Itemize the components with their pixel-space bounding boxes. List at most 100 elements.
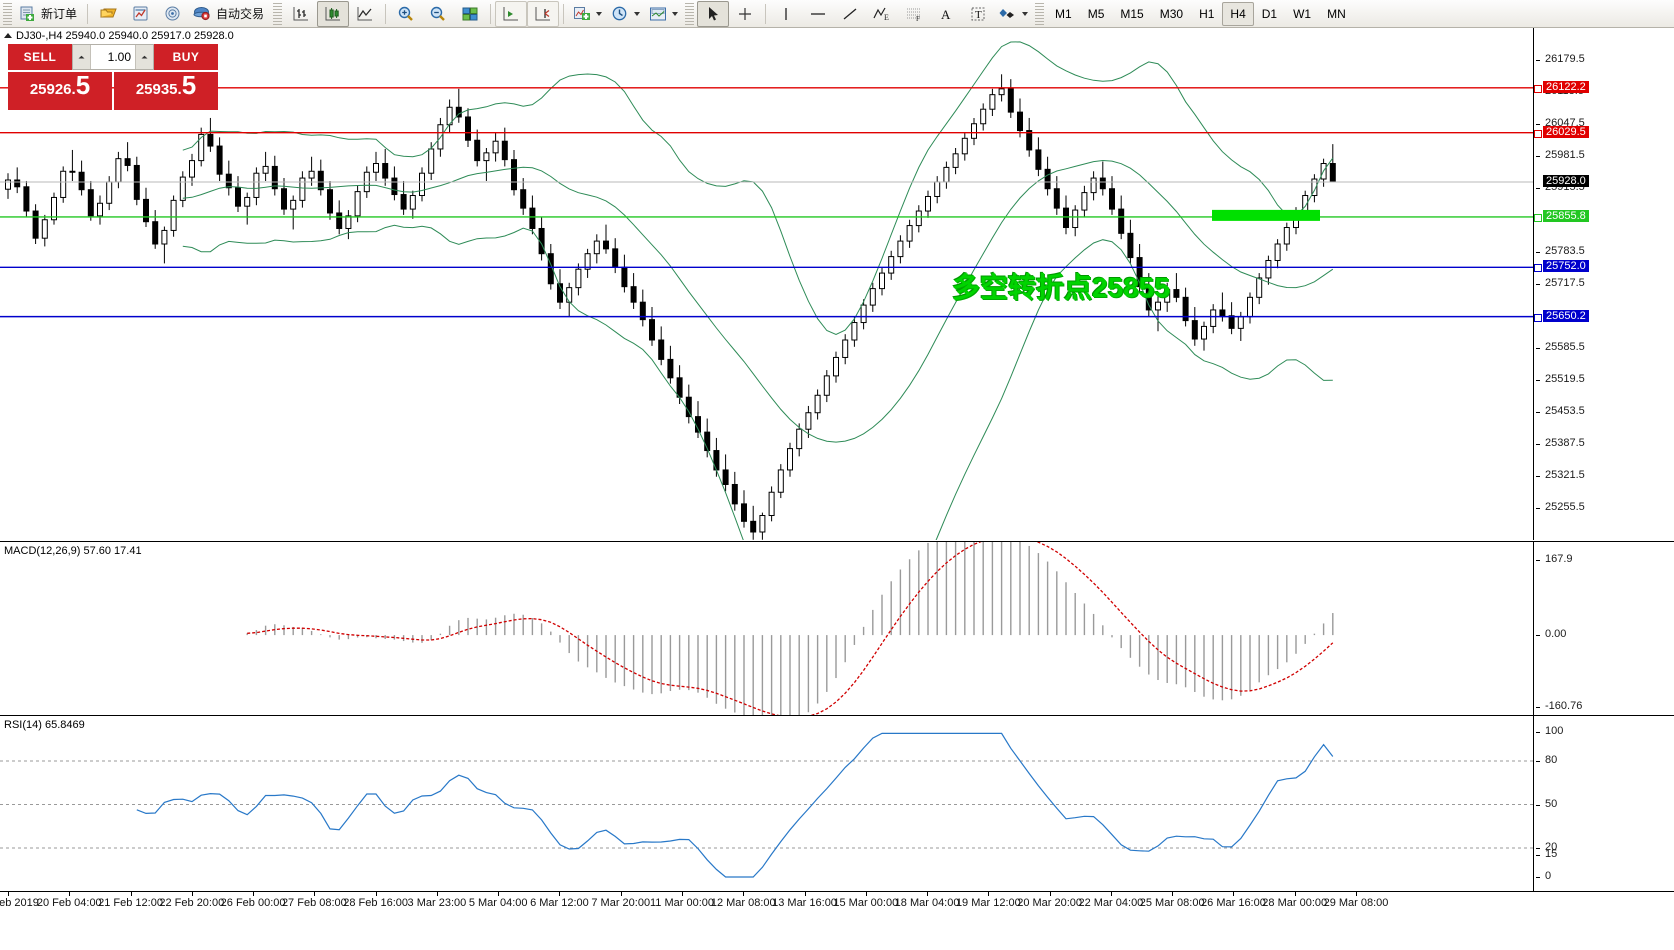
rsi-tick	[1536, 732, 1540, 733]
templates-icon[interactable]	[644, 1, 682, 27]
timeframe-mn[interactable]: MN	[1327, 6, 1346, 21]
chart-symbol-ohlc: DJ30-,H4 25940.0 25940.0 25917.0 25928.0	[16, 30, 234, 42]
price-level-badge-resistance-1[interactable]: 26122.2	[1543, 80, 1589, 93]
vertical-line-icon[interactable]	[770, 1, 802, 27]
crosshair-icon[interactable]	[729, 1, 761, 27]
macd-scale-divider	[1533, 542, 1534, 715]
market-watch-icon[interactable]	[124, 1, 156, 27]
timeframe-h4[interactable]: H4	[1222, 1, 1254, 26]
chart-annotation-text[interactable]: 多空转折点25855	[952, 272, 1170, 303]
shift-end-icon[interactable]	[495, 0, 528, 27]
level-handle[interactable]	[1534, 313, 1542, 322]
timeframe-m1[interactable]: M1	[1055, 6, 1072, 21]
candlestick-chart-icon[interactable]	[317, 0, 350, 27]
rsi-axis-label: 20	[1545, 841, 1558, 853]
main-toolbar: 新订单 自动交易	[0, 0, 1674, 28]
price-level-badge-resistance-2[interactable]: 26029.5	[1543, 125, 1589, 138]
autotrading-icon[interactable]: 自动交易	[188, 1, 270, 27]
chevron-down-icon-3[interactable]	[672, 11, 679, 16]
volume-increase-icon[interactable]	[135, 45, 153, 69]
fibonacci-icon[interactable]: F	[898, 1, 930, 27]
buy-button[interactable]: BUY	[154, 44, 218, 70]
sell-price[interactable]: 25926 . 5	[8, 72, 112, 110]
indicators-icon[interactable]	[568, 1, 606, 27]
buy-price[interactable]: 25935 . 5	[114, 72, 218, 110]
zoom-in-icon[interactable]	[390, 1, 422, 27]
timeframe-d1[interactable]: D1	[1261, 6, 1278, 21]
tile-windows-icon[interactable]	[454, 1, 486, 27]
timeframe-m5[interactable]: M5	[1087, 6, 1105, 21]
level-handle[interactable]	[1534, 84, 1542, 93]
text-label-icon[interactable]: T	[962, 1, 994, 27]
chart-window[interactable]: DJ30-,H4 25940.0 25940.0 25917.0 25928.0…	[0, 28, 1674, 949]
toolbar-grip-3[interactable]	[685, 2, 695, 25]
elliott-wave-icon[interactable]: E	[866, 1, 898, 27]
price-level-badge-last-price[interactable]: 25928.0	[1543, 174, 1589, 187]
sell-button[interactable]: SELL	[8, 44, 72, 70]
trendline-icon[interactable]	[834, 1, 866, 27]
new-order-icon[interactable]: 新订单	[15, 1, 83, 27]
auto-scroll-icon[interactable]	[527, 0, 560, 27]
price-level-badge-support-2[interactable]: 25650.2	[1543, 309, 1589, 322]
volume-value[interactable]: 1.00	[91, 45, 135, 69]
price-axis-label: 25585.5	[1545, 341, 1585, 353]
price-axis-label: 25255.5	[1545, 501, 1585, 513]
timeframe-m15[interactable]: M15	[1120, 6, 1144, 21]
zoom-out-icon[interactable]	[422, 1, 454, 27]
time-tick	[130, 892, 132, 896]
level-handle[interactable]	[1534, 129, 1542, 138]
price-axis-label: 25981.5	[1545, 149, 1585, 161]
chevron-down-icon-2[interactable]	[634, 11, 641, 16]
time-axis-label: 3 Mar 23:00	[407, 897, 467, 909]
toolbar-grip-2[interactable]	[273, 2, 283, 25]
text-icon[interactable]: A	[930, 1, 962, 27]
price-level-badge-support-1[interactable]: 25752.0	[1543, 260, 1589, 273]
horizontal-line-icon[interactable]	[802, 1, 834, 27]
one-click-trade-panel[interactable]: SELL 1.00 BUY 25926 . 5	[8, 44, 218, 110]
macd-pane[interactable]: MACD(12,26,9) 57.60 17.41 167.9 0.00 -160.…	[0, 541, 1674, 715]
period-icon[interactable]	[606, 1, 644, 27]
line-chart-icon[interactable]	[349, 1, 381, 27]
price-tick	[1536, 348, 1540, 349]
level-handle[interactable]	[1534, 213, 1542, 222]
svg-text:A: A	[941, 7, 951, 22]
bar-chart-icon[interactable]	[285, 1, 317, 27]
timeframe-h1[interactable]: H1	[1199, 6, 1215, 21]
price-tick	[1536, 412, 1540, 413]
rsi-axis-label: 15	[1545, 848, 1558, 861]
time-tick	[191, 892, 193, 896]
price-axis-label: 25321.5	[1545, 469, 1585, 481]
macd-axis-label: 0.00	[1545, 628, 1567, 641]
price-pane[interactable]: DJ30-,H4 25940.0 25940.0 25917.0 25928.0…	[0, 28, 1674, 540]
timeframe-m30[interactable]: M30	[1159, 6, 1184, 21]
rsi-scale-divider	[1533, 716, 1534, 891]
time-axis-label: 26 Mar 16:00	[1201, 897, 1266, 909]
rsi-tick	[1536, 761, 1540, 762]
time-tick	[1049, 892, 1051, 896]
chevron-down-icon-4[interactable]	[1022, 11, 1029, 16]
timeframe-w1[interactable]: W1	[1293, 6, 1312, 21]
collapse-triangle-icon[interactable]	[4, 33, 12, 38]
sell-price-integer: 25926	[29, 81, 72, 98]
time-axis-label: 22 Feb 20:00	[159, 897, 225, 909]
folder-icon[interactable]	[92, 1, 124, 27]
navigator-icon[interactable]	[156, 1, 188, 27]
rsi-axis-label: 50	[1545, 797, 1558, 810]
chevron-down-icon[interactable]	[596, 11, 603, 16]
rsi-title: RSI(14) 65.8469	[4, 719, 85, 731]
volume-decrease-icon[interactable]	[73, 45, 91, 69]
toolbar-separator-3	[490, 3, 492, 24]
time-tick	[314, 892, 316, 896]
buy-price-integer: 25935	[135, 81, 178, 98]
volume-stepper[interactable]: 1.00	[72, 44, 154, 70]
cursor-icon[interactable]	[697, 0, 730, 27]
toolbar-grip[interactable]	[3, 2, 12, 25]
rsi-pane[interactable]: RSI(14) 65.8469 100 80 50 20 15 0	[0, 715, 1674, 891]
shapes-icon[interactable]	[994, 1, 1032, 27]
price-axis-label: 25453.5	[1545, 405, 1585, 417]
price-level-badge-pivot[interactable]: 25855.8	[1543, 209, 1589, 222]
level-handle[interactable]	[1534, 264, 1542, 273]
time-tick	[620, 892, 622, 896]
toolbar-grip-4[interactable]	[1035, 2, 1045, 25]
